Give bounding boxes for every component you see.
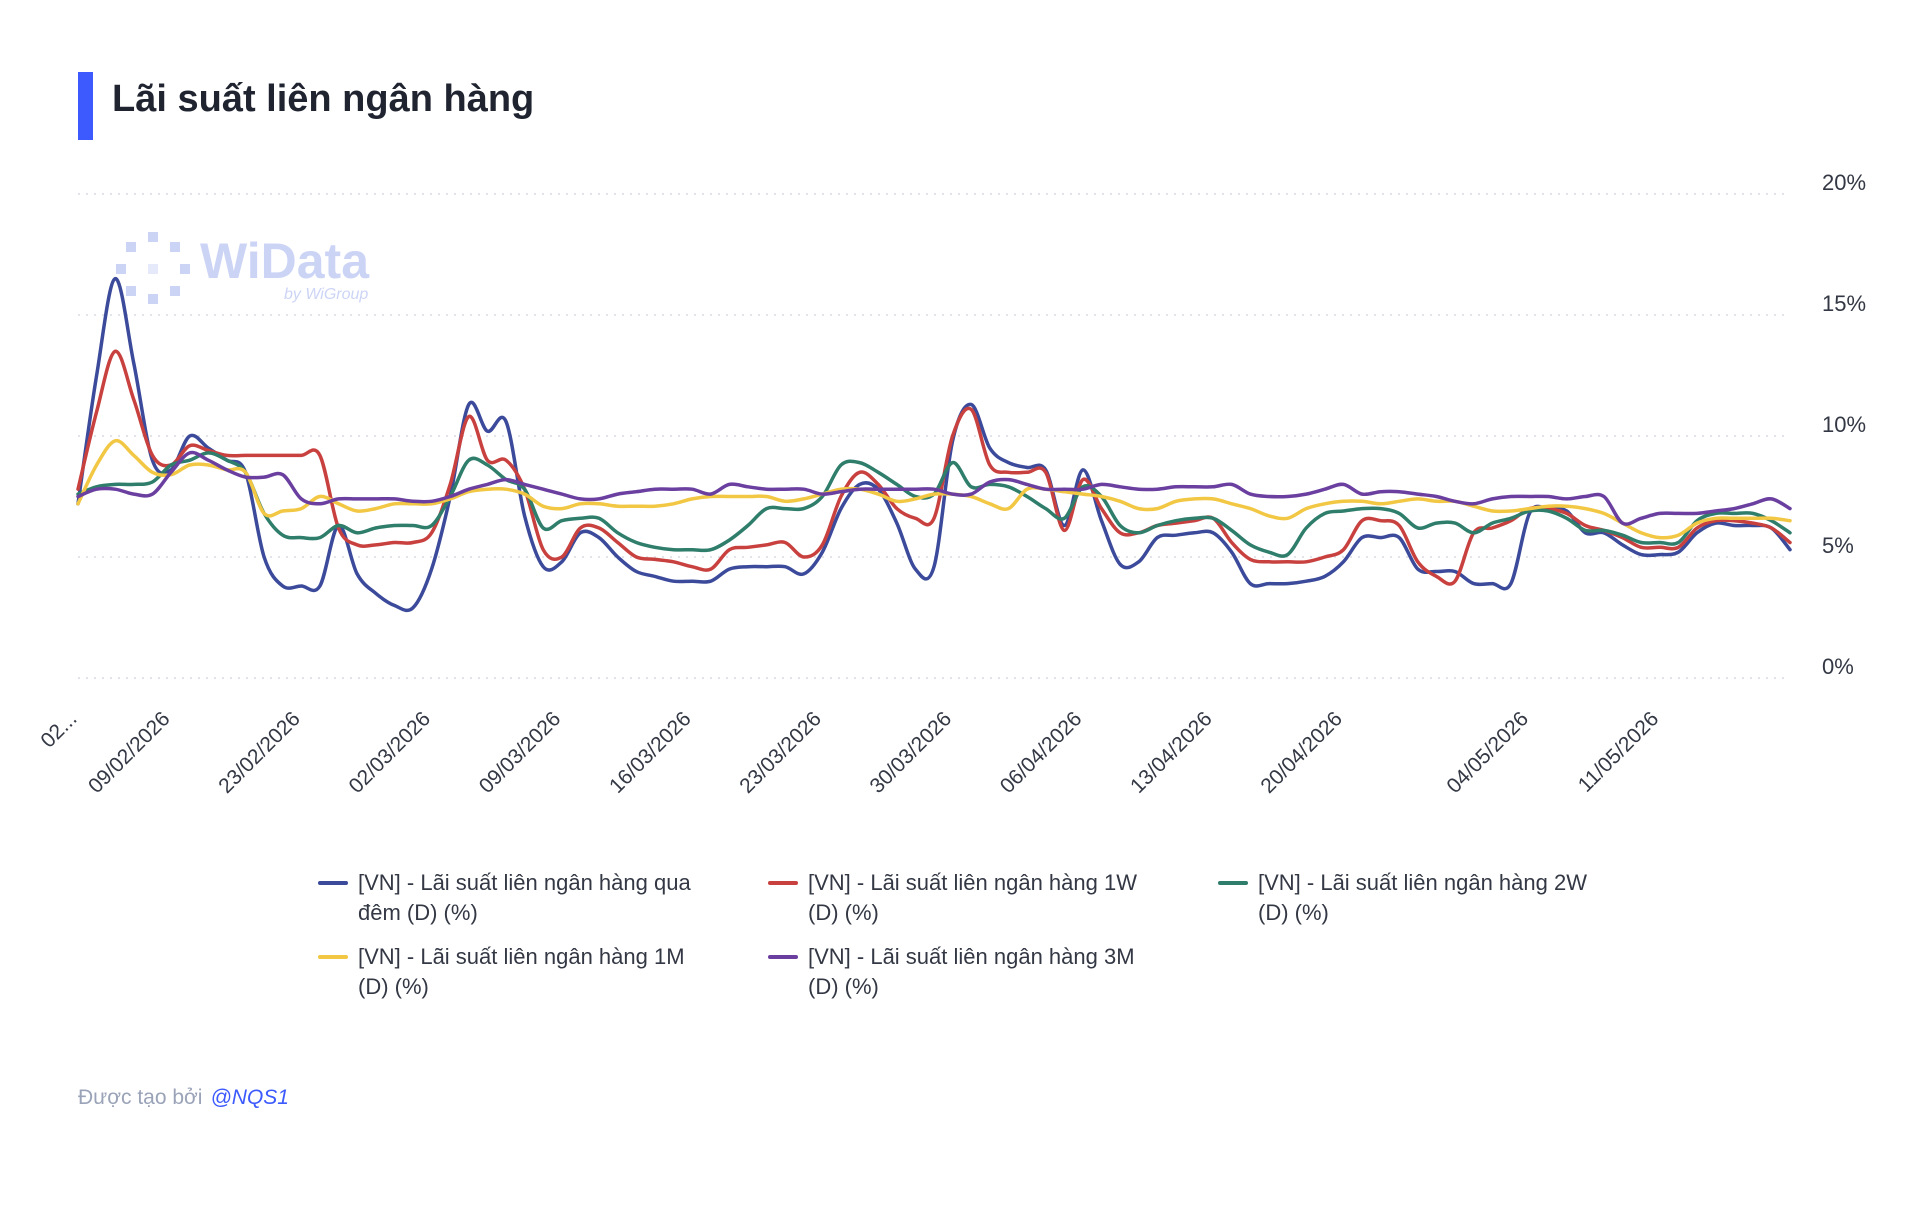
y-axis-ticks: 0% 5% 10% 15% 20% [1822, 170, 1866, 679]
x-tick-label: 11/05/2026 [1574, 707, 1663, 796]
x-tick-label: 02... [36, 707, 81, 752]
x-tick-label: 04/05/2026 [1442, 707, 1533, 798]
legend-item-2w[interactable]: [VN] - Lãi suất liên ngân hàng 2W (D) (%… [1218, 868, 1638, 928]
legend-label: [VN] - Lãi suất liên ngân hàng 3M (D) (%… [808, 944, 1135, 999]
y-tick-label: 5% [1822, 533, 1854, 558]
y-tick-label: 10% [1822, 412, 1866, 437]
legend-label: [VN] - Lãi suất liên ngân hàng 1M (D) (%… [358, 944, 685, 999]
x-tick-label: 02/03/2026 [345, 707, 436, 798]
line-chart: 0%5%10%15%20% 02... 09/02/2026 23/02/2026 0… [36, 170, 1866, 798]
series-line-1[interactable] [76, 349, 1792, 586]
legend-swatch [768, 881, 798, 885]
series-line-4[interactable] [76, 450, 1792, 526]
x-tick-label: 06/04/2026 [996, 707, 1087, 798]
x-tick-label: 13/04/2026 [1126, 707, 1217, 798]
watermark-sub: by WiGroup [284, 286, 369, 303]
legend-label: [VN] - Lãi suất liên ngân hàng 1W (D) (%… [808, 870, 1137, 925]
author-link[interactable]: @NQS1 [210, 1086, 289, 1109]
legend-swatch [318, 881, 348, 885]
x-tick-label: 16/03/2026 [605, 707, 696, 798]
legend-swatch [768, 955, 798, 959]
legend-item-1m[interactable]: [VN] - Lãi suất liên ngân hàng 1M (D) (%… [318, 942, 738, 1002]
x-tick-label: 30/03/2026 [866, 707, 957, 798]
series-line-0[interactable] [76, 276, 1792, 613]
legend-item-1w[interactable]: [VN] - Lãi suất liên ngân hàng 1W (D) (%… [768, 868, 1188, 928]
watermark-brand: WiData [200, 233, 370, 289]
x-tick-label: 23/03/2026 [735, 707, 826, 798]
series-lines [76, 276, 1792, 613]
title-accent-bar [78, 72, 93, 140]
page-title: Lãi suất liên ngân hàng [112, 78, 535, 120]
legend-label: [VN] - Lãi suất liên ngân hàng qua đêm (… [358, 870, 691, 925]
series-line-3[interactable] [76, 439, 1792, 540]
x-tick-label: 23/02/2026 [214, 707, 305, 798]
y-tick-label: 0% [1822, 654, 1854, 679]
x-tick-label: 09/02/2026 [84, 707, 175, 798]
x-axis-ticks: 02... 09/02/2026 23/02/2026 02/03/2026 09/03… [36, 707, 1663, 798]
y-tick-label: 15% [1822, 291, 1866, 316]
legend-swatch [318, 955, 348, 959]
legend-swatch [1218, 881, 1248, 885]
legend-item-3m[interactable]: [VN] - Lãi suất liên ngân hàng 3M (D) (%… [768, 942, 1188, 1002]
widata-watermark: WiData by WiGroup [112, 228, 369, 313]
x-tick-label: 09/03/2026 [475, 707, 566, 798]
legend-label: [VN] - Lãi suất liên ngân hàng 2W (D) (%… [1258, 870, 1587, 925]
legend-item-overnight[interactable]: [VN] - Lãi suất liên ngân hàng qua đêm (… [318, 868, 738, 928]
footer-prefix: Được tạo bởi [78, 1086, 203, 1109]
y-tick-label: 20% [1822, 170, 1866, 195]
x-tick-label: 20/04/2026 [1256, 707, 1347, 798]
grid-lines [78, 193, 1790, 679]
footer-credit: Được tạo bởi @NQS1 [78, 1086, 289, 1110]
widata-logo-icon [116, 232, 190, 304]
series-line-2[interactable] [76, 451, 1792, 558]
